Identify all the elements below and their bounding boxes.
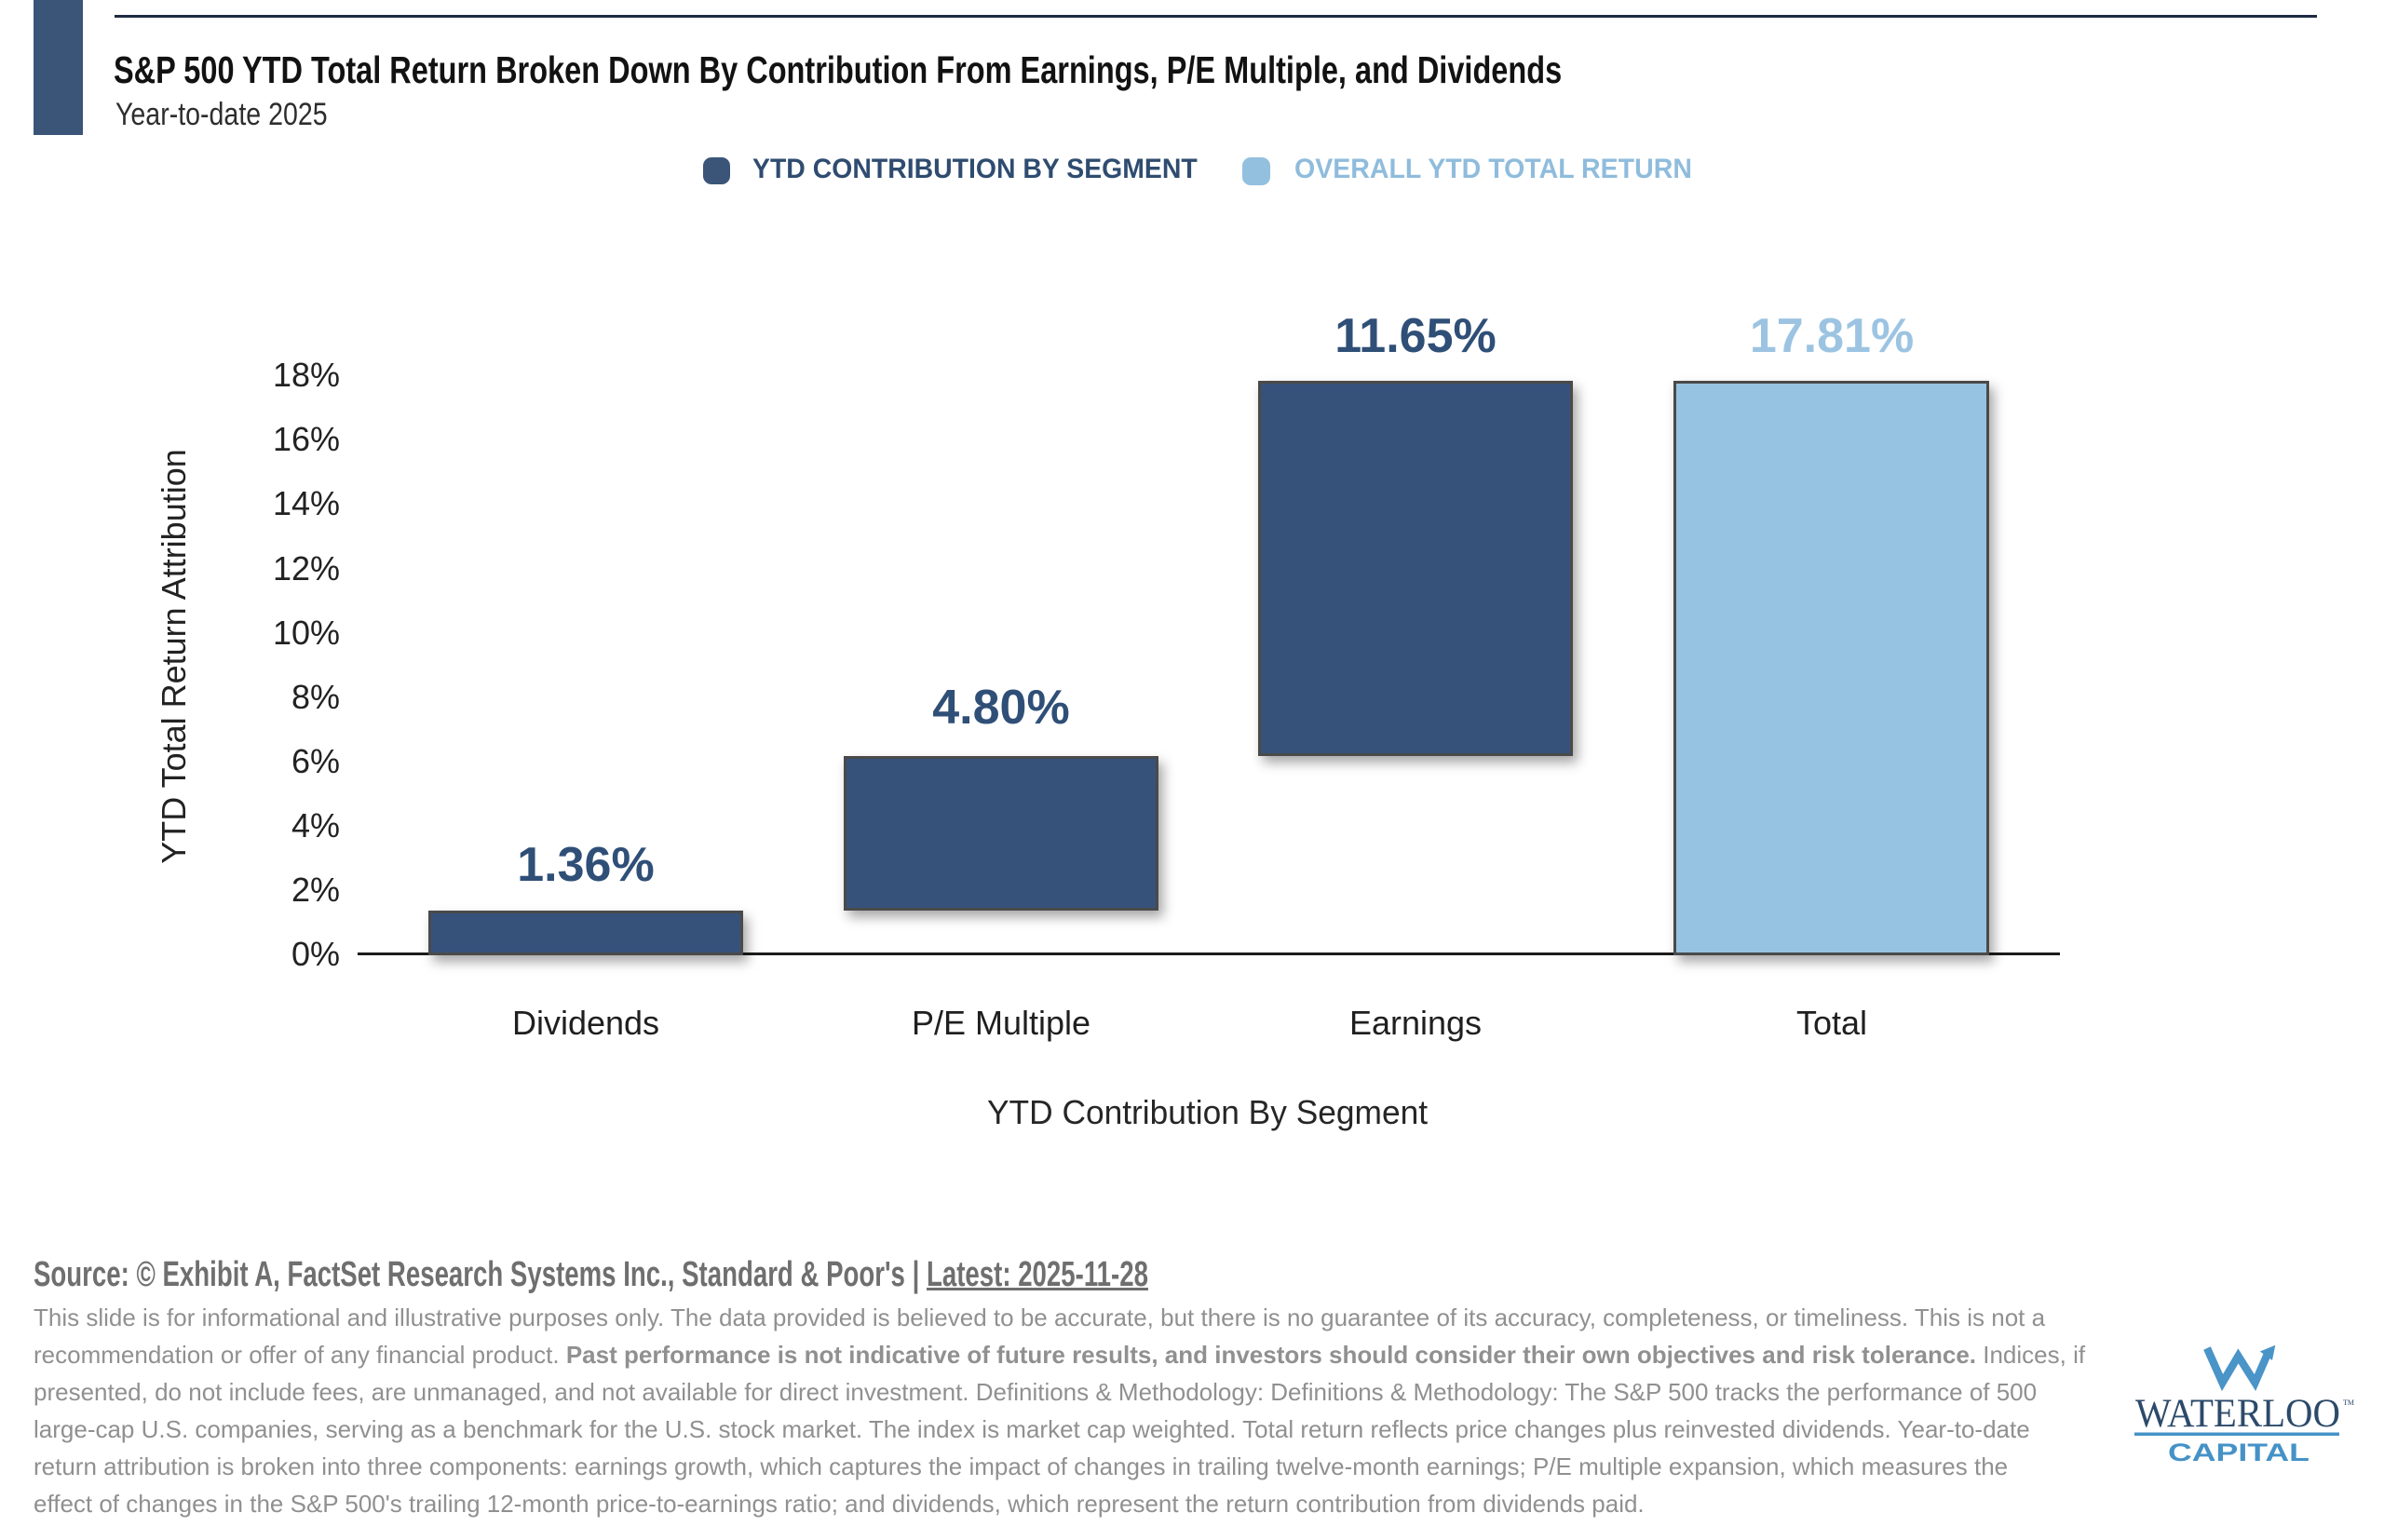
svg-text:WATERLOO: WATERLOO (2135, 1392, 2340, 1436)
svg-text:TM: TM (2343, 1398, 2354, 1407)
svg-text:CAPITAL: CAPITAL (2168, 1439, 2310, 1466)
